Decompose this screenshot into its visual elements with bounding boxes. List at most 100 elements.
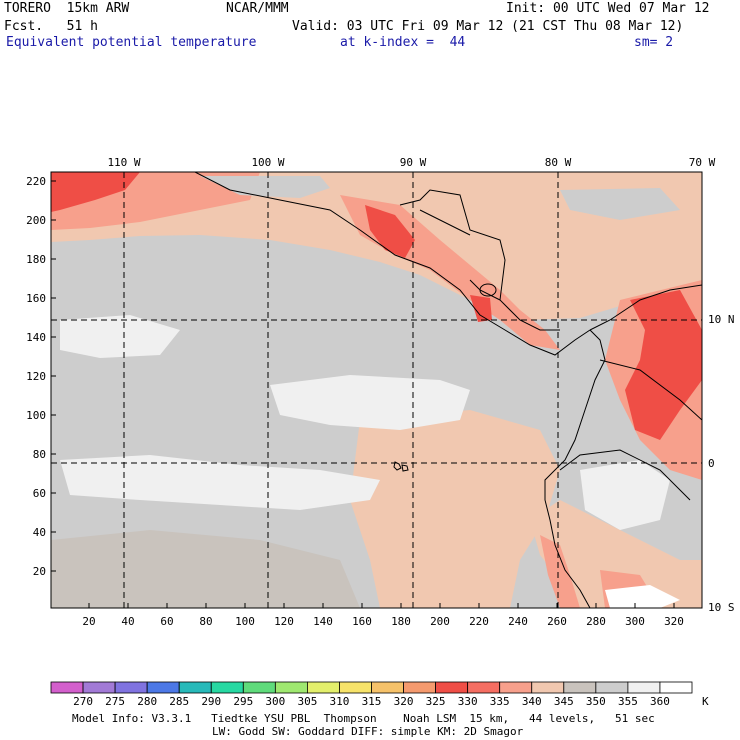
- colorbar-cell: [274, 681, 308, 694]
- field-band-345-ocean: [350, 410, 560, 608]
- forecast-hour: Fcst. 51 h: [4, 19, 98, 34]
- colorbar-cell: [339, 681, 372, 694]
- galapagos-2: [401, 464, 409, 472]
- lake-nicaragua: [479, 283, 497, 297]
- plot-frame: [50, 171, 703, 609]
- lat-lon-grid: [51, 172, 702, 608]
- lat-label: 10 S: [708, 601, 735, 614]
- colorbar-cell: [82, 681, 116, 694]
- y-tick-label: 60: [33, 487, 46, 500]
- field-patch-350-nw: [200, 176, 330, 198]
- colorbar-cell: [531, 681, 565, 694]
- y-tick-label: 160: [26, 292, 46, 305]
- colorbar-label: 350: [586, 695, 606, 708]
- border-colombia: [599, 359, 702, 421]
- y-tick-labels: 220 200 180 160 140 120 100 80 60 40 20: [26, 175, 46, 578]
- field-patch-350-caribbean: [560, 188, 680, 220]
- colorbar-label: 360: [650, 695, 670, 708]
- x-tick-label: 240: [508, 615, 528, 628]
- init-time: Init: 00 UTC Wed 07 Mar 12: [506, 1, 710, 16]
- colorbar-labels: 270 275 280 285 290 295 300 305 310 315 320 325 330 3…: [73, 695, 670, 708]
- field-band-345-north: [51, 172, 702, 320]
- y-tick-label: 180: [26, 253, 46, 266]
- colorbar-cell: [659, 681, 693, 694]
- colorbar-label: 320: [394, 695, 414, 708]
- colorbar-cell: [371, 681, 404, 694]
- x-tick-label: 20: [82, 615, 95, 628]
- colorbar-label: 285: [169, 695, 189, 708]
- y-tick-label: 140: [26, 331, 46, 344]
- galapagos-1: [393, 461, 402, 471]
- field-band-340-peru-coast: [540, 535, 580, 608]
- x-tick-label: 220: [469, 615, 489, 628]
- colorbar-cell: [499, 681, 533, 694]
- colorbar-cell: [178, 681, 212, 694]
- x-tick-label: 80: [199, 615, 212, 628]
- colorbar-label: 325: [426, 695, 446, 708]
- colorbar-label: 340: [522, 695, 542, 708]
- model-info-line2: LW: Godd SW: Goddard DIFF: simple KM: 2D…: [212, 725, 524, 738]
- colorbar-label: 270: [73, 695, 93, 708]
- field-band-350-sw: [51, 530, 360, 608]
- valid-time: Valid: 03 UTC Fri 09 Mar 12 (21 CST Thu …: [292, 19, 684, 34]
- y-tick-marks: [51, 180, 56, 572]
- y-tick-label: 120: [26, 370, 46, 383]
- field-name: Equivalent potential temperature: [6, 35, 257, 50]
- lon-label: 110 W: [107, 156, 140, 169]
- x-tick-label: 100: [235, 615, 255, 628]
- colorbar-cell: [403, 681, 436, 694]
- x-tick-label: 180: [391, 615, 411, 628]
- colorbar-cell: [595, 681, 629, 694]
- y-tick-label: 100: [26, 409, 46, 422]
- field-patch-355-west: [60, 315, 180, 358]
- colorbar: [50, 681, 693, 694]
- coastline-south-america-west: [544, 329, 606, 608]
- coastline-south-america-north: [589, 284, 702, 331]
- y-tick-label: 80: [33, 448, 46, 461]
- colorbar-label: 295: [233, 695, 253, 708]
- colorbar-label: 300: [265, 695, 285, 708]
- border-honduras: [419, 209, 471, 236]
- colorbar-label: 330: [458, 695, 478, 708]
- coastlines: [194, 172, 702, 608]
- lon-label: 90 W: [400, 156, 427, 169]
- colorbar-cell: [627, 681, 661, 694]
- colorbar-label: 275: [105, 695, 125, 708]
- field-patch-360-andes: [605, 585, 680, 608]
- colorbar-cell: [563, 681, 597, 694]
- x-tick-marks: [88, 603, 675, 608]
- x-tick-label: 260: [547, 615, 567, 628]
- y-tick-label: 20: [33, 565, 46, 578]
- center-name: NCAR/MMM: [226, 1, 289, 16]
- colorbar-label: 280: [137, 695, 157, 708]
- latitude-labels: 10 N 0 10 S: [708, 313, 735, 614]
- x-tick-label: 140: [313, 615, 333, 628]
- lat-label: 10 N: [708, 313, 735, 326]
- x-tick-label: 120: [274, 615, 294, 628]
- field-band-330-guatemala: [365, 205, 415, 258]
- colorbar-label: 315: [362, 695, 382, 708]
- colorbar-cell: [306, 681, 340, 694]
- colorbar-cell: [50, 681, 84, 694]
- level-info: at k-index = 44: [340, 35, 466, 50]
- lat-label: 0: [708, 457, 715, 470]
- y-tick-label: 40: [33, 526, 46, 539]
- x-tick-label: 200: [430, 615, 450, 628]
- coastline-pacific-central-america: [194, 172, 591, 356]
- field-band-330-costa-rica: [470, 295, 492, 322]
- colorbar-label: 335: [490, 695, 510, 708]
- x-tick-label: 320: [664, 615, 684, 628]
- lon-label: 70 W: [689, 156, 716, 169]
- colorbar-label: 305: [297, 695, 317, 708]
- field-band-330-nw: [51, 172, 140, 212]
- colorbar-label: 345: [554, 695, 574, 708]
- colorbar-cell: [114, 681, 148, 694]
- colorbar-cell: [242, 681, 276, 694]
- colorbar-label: 355: [618, 695, 638, 708]
- border-ecuador-peru: [559, 449, 691, 501]
- x-tick-label: 280: [586, 615, 606, 628]
- colorbar-cell: [146, 681, 180, 694]
- x-tick-label: 40: [121, 615, 134, 628]
- colorbar-label: 310: [330, 695, 350, 708]
